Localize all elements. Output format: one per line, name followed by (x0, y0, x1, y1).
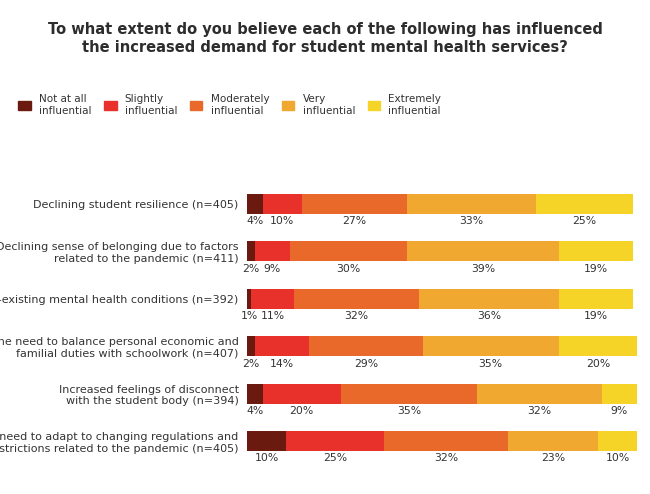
Text: 14%: 14% (270, 359, 294, 369)
Bar (290, 242, 407, 261)
Text: 4%: 4% (246, 406, 263, 416)
Bar (255, 242, 290, 261)
Legend: Not at all
influential, Slightly
influential, Moderately
influential, Very
influ: Not at all influential, Slightly influen… (18, 94, 441, 116)
Bar (384, 431, 508, 451)
Bar (602, 384, 637, 404)
Bar (251, 289, 294, 309)
Bar (559, 289, 633, 309)
Bar (247, 384, 263, 404)
Text: 9%: 9% (264, 264, 281, 274)
Text: 29%: 29% (354, 359, 378, 369)
Text: 33%: 33% (459, 216, 484, 226)
Text: 20%: 20% (289, 406, 314, 416)
Bar (407, 242, 559, 261)
Bar (559, 336, 637, 356)
Bar (263, 194, 302, 214)
Bar (422, 336, 559, 356)
Bar (309, 336, 422, 356)
Bar (247, 289, 251, 309)
Text: 11%: 11% (260, 311, 285, 321)
Text: 36%: 36% (476, 311, 501, 321)
Text: 39%: 39% (471, 264, 495, 274)
Text: 25%: 25% (572, 216, 597, 226)
Text: 35%: 35% (396, 406, 421, 416)
Text: 30%: 30% (336, 264, 361, 274)
Text: 32%: 32% (344, 311, 369, 321)
Bar (341, 384, 477, 404)
Bar (247, 336, 255, 356)
Text: 32%: 32% (527, 406, 552, 416)
Bar (247, 431, 286, 451)
Bar (263, 384, 341, 404)
Text: 2%: 2% (242, 359, 259, 369)
Text: 20%: 20% (586, 359, 610, 369)
Text: To what extent do you believe each of the following has influenced
the increased: To what extent do you believe each of th… (47, 22, 603, 55)
Text: 19%: 19% (584, 311, 608, 321)
Bar (536, 194, 633, 214)
Text: 4%: 4% (246, 216, 263, 226)
Text: 25%: 25% (322, 453, 347, 463)
Bar (247, 194, 263, 214)
Bar (286, 431, 384, 451)
Text: 32%: 32% (434, 453, 458, 463)
Bar (508, 431, 598, 451)
Text: 23%: 23% (541, 453, 566, 463)
Text: 10%: 10% (605, 453, 630, 463)
Bar (247, 242, 255, 261)
Text: 35%: 35% (478, 359, 503, 369)
Text: 27%: 27% (342, 216, 367, 226)
Text: 9%: 9% (611, 406, 628, 416)
Text: 10%: 10% (270, 216, 294, 226)
Text: 1%: 1% (240, 311, 257, 321)
Bar (598, 431, 637, 451)
Text: 2%: 2% (242, 264, 259, 274)
Text: 19%: 19% (584, 264, 608, 274)
Bar (255, 336, 309, 356)
Text: 10%: 10% (254, 453, 279, 463)
Bar (477, 384, 602, 404)
Bar (294, 289, 419, 309)
Bar (407, 194, 536, 214)
Bar (302, 194, 407, 214)
Bar (559, 242, 633, 261)
Bar (419, 289, 559, 309)
